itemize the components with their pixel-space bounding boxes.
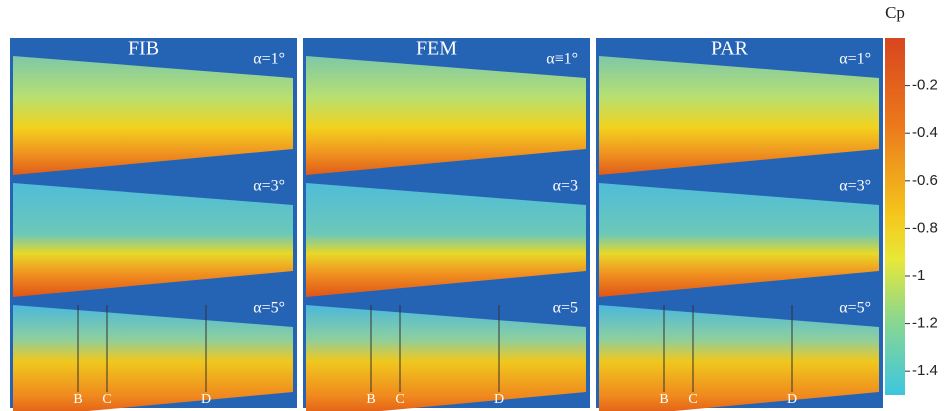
wing-map bbox=[306, 56, 586, 175]
wing-map bbox=[13, 183, 293, 297]
angle-label: α=1° bbox=[253, 51, 285, 68]
angle-label: α=3° bbox=[839, 178, 871, 195]
wing-map bbox=[13, 305, 293, 411]
section-label: C bbox=[688, 392, 697, 407]
panel-title: PAR bbox=[711, 38, 749, 60]
angle-label: α=1° bbox=[839, 51, 871, 68]
angle-label: α=5° bbox=[253, 300, 285, 317]
angle-label: α=3 bbox=[553, 178, 578, 195]
wing-map bbox=[599, 183, 879, 297]
colorbar-tick-label: -0.8 bbox=[912, 219, 938, 236]
wing-map bbox=[306, 305, 586, 411]
angle-label: α=3° bbox=[253, 178, 285, 195]
section-label: B bbox=[659, 392, 668, 407]
colorbar-tick-label: -1 bbox=[912, 267, 925, 284]
section-label: C bbox=[102, 392, 111, 407]
angle-label: α=5 bbox=[553, 300, 578, 317]
wing-map bbox=[599, 305, 879, 411]
colorbar-tick-label: -0.6 bbox=[912, 172, 938, 189]
wing-map bbox=[306, 183, 586, 297]
panel-title: FEM bbox=[416, 38, 457, 60]
wing-map bbox=[13, 56, 293, 175]
section-label: B bbox=[366, 392, 375, 407]
angle-label: α≡1° bbox=[546, 51, 578, 68]
colorbar-tick-label: -1.4 bbox=[912, 362, 938, 379]
colorbar-tick-label: -0.4 bbox=[912, 124, 938, 141]
section-label: D bbox=[201, 392, 211, 407]
section-label: C bbox=[395, 392, 404, 407]
colorbar-tick-label: -0.2 bbox=[912, 77, 938, 94]
colorbar bbox=[885, 38, 905, 395]
section-label: B bbox=[73, 392, 82, 407]
angle-label: α=5° bbox=[839, 300, 871, 317]
colorbar-tick-label: -1.2 bbox=[912, 315, 938, 332]
section-label: D bbox=[494, 392, 504, 407]
section-label: D bbox=[787, 392, 797, 407]
panel-title: FIB bbox=[128, 38, 159, 60]
wing-map bbox=[599, 56, 879, 175]
colorbar-title: Cp bbox=[885, 3, 905, 22]
